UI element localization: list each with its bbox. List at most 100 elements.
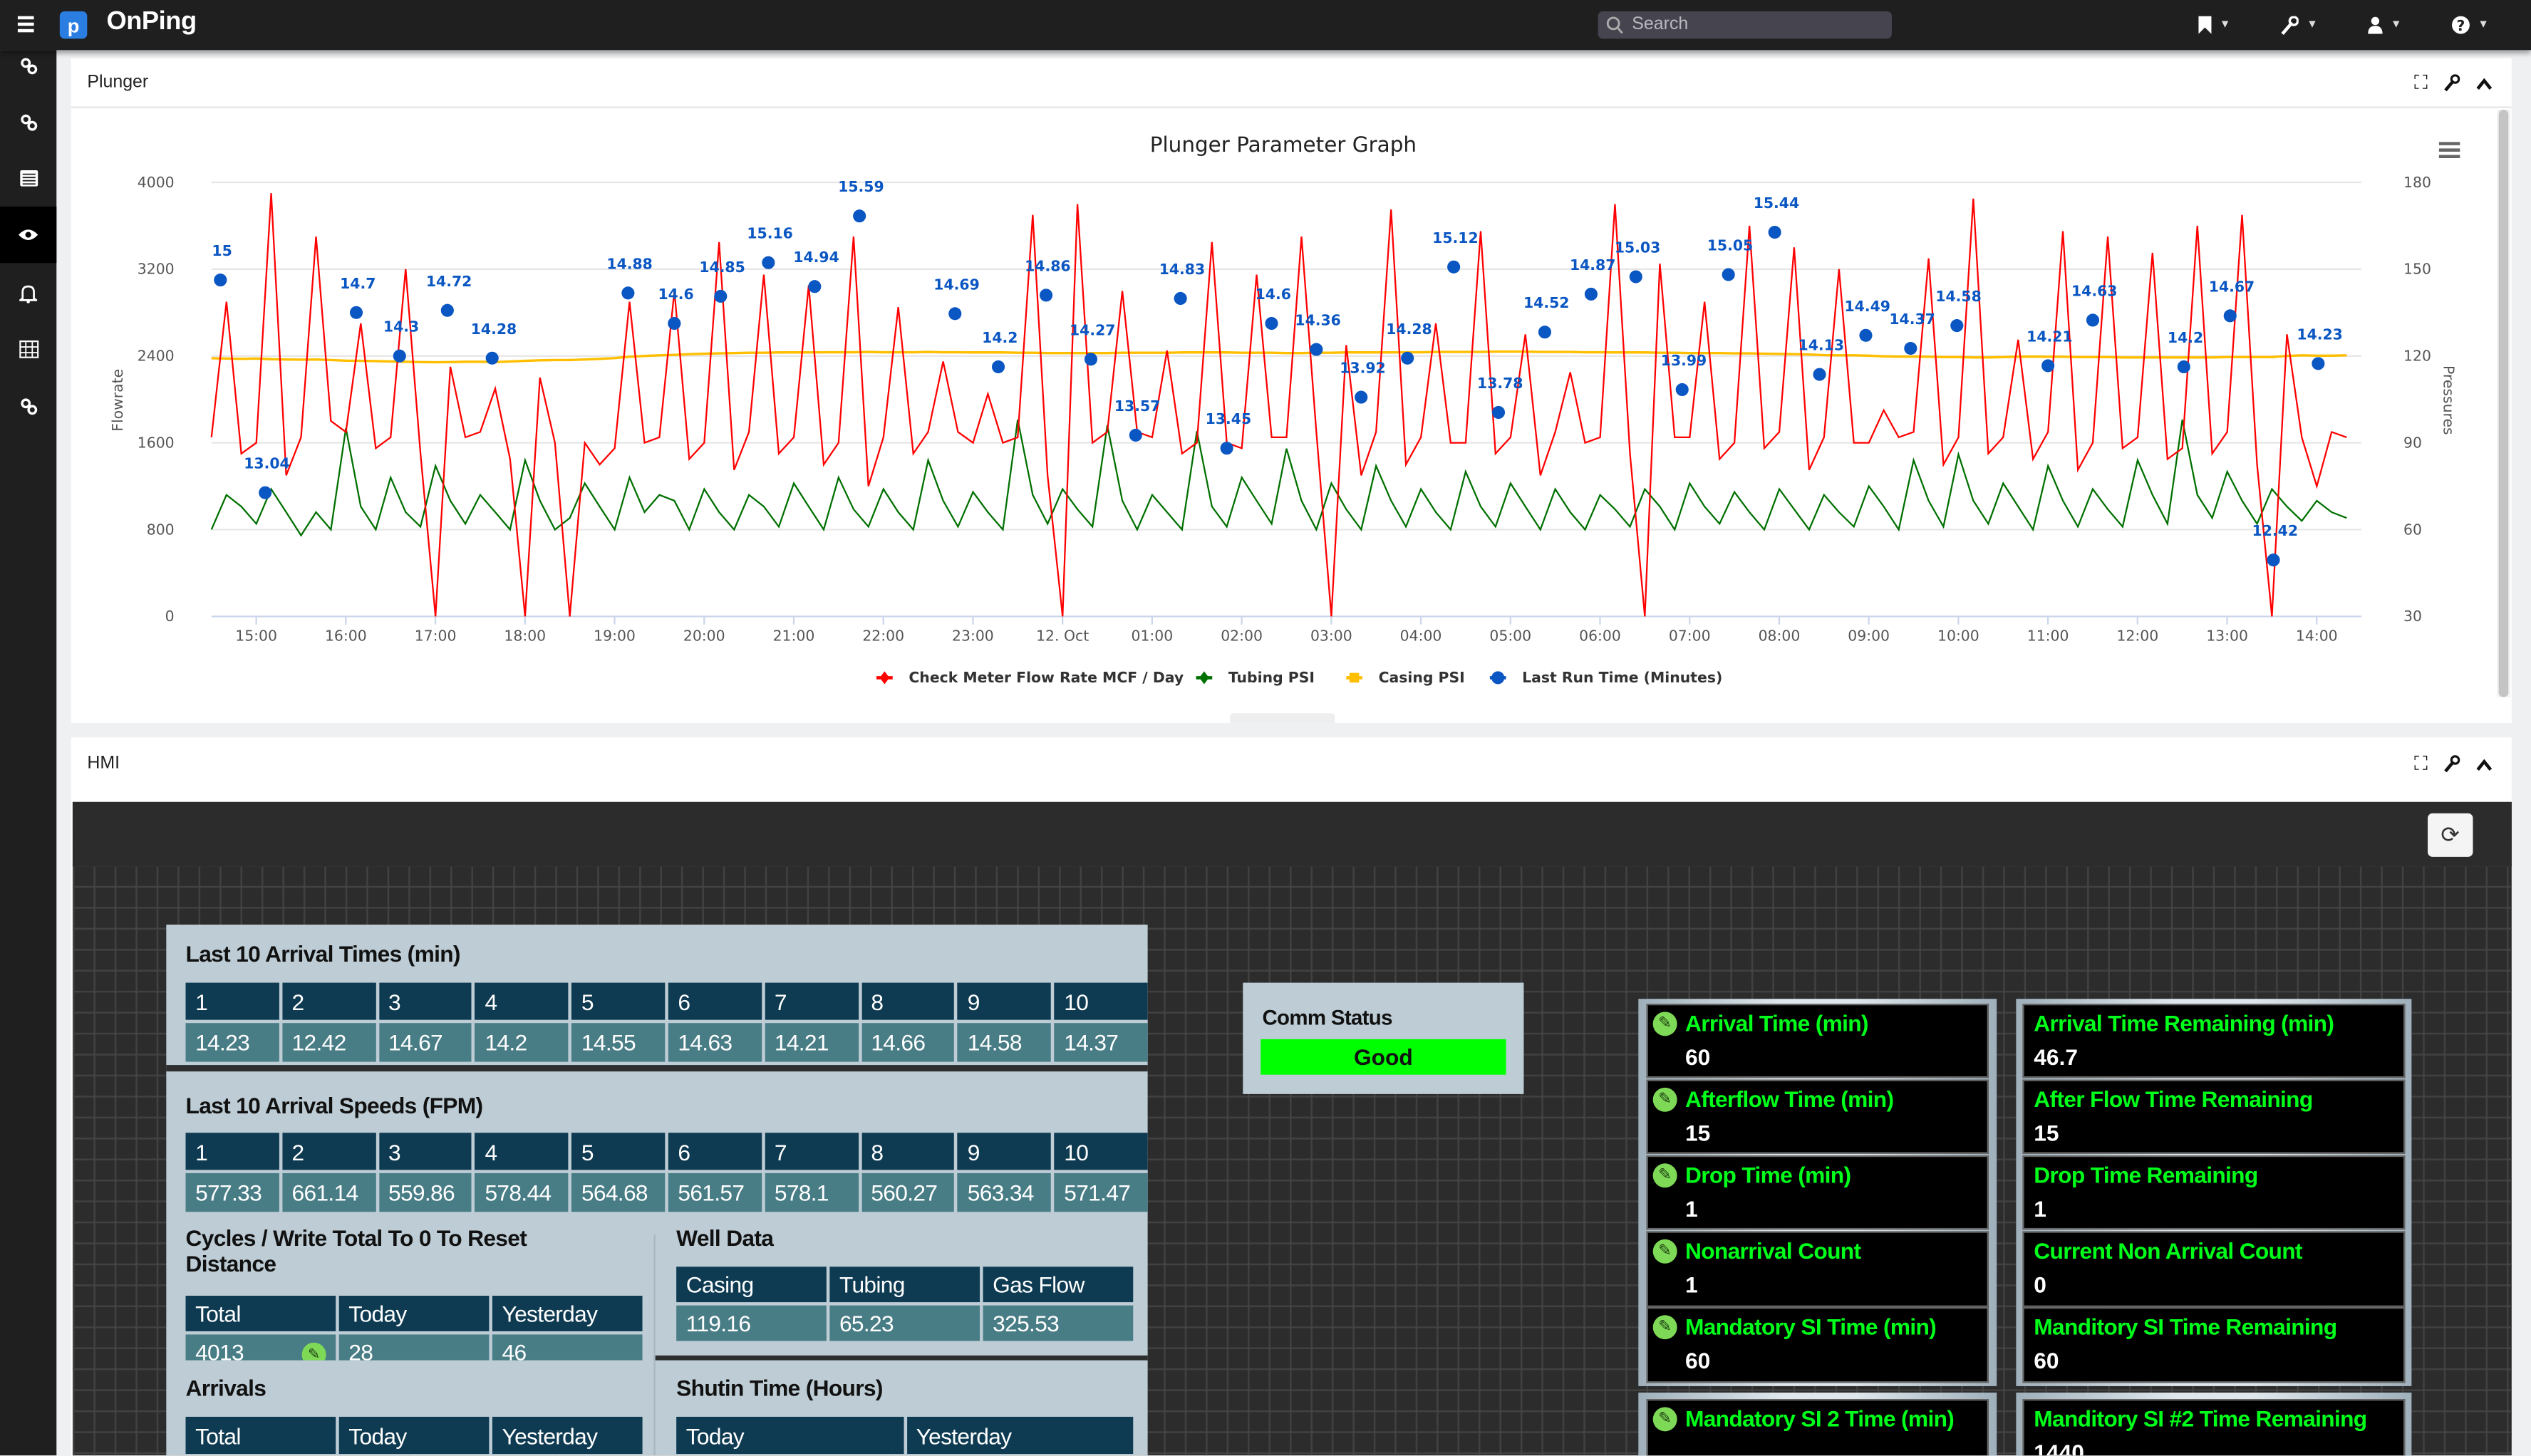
wrench-icon[interactable] [2444,755,2460,773]
table-header-cell: 6 [668,1133,762,1170]
run-time-point[interactable] [808,280,822,293]
run-time-data-label: 15.05 [1707,236,1753,254]
run-time-point[interactable] [1904,342,1917,355]
run-time-point[interactable] [1675,383,1689,397]
edit-pencil-icon[interactable]: ✎ [1652,1407,1677,1432]
run-time-data-label: 14.83 [1159,261,1205,278]
run-time-point[interactable] [393,349,406,363]
run-time-point[interactable] [1265,316,1278,331]
status-value: 15 [2034,1120,2059,1146]
setpoint-card[interactable]: ✎ Mandatory SI 2 Time (min) [1646,1399,1989,1456]
wrench-icon[interactable] [2444,74,2460,92]
hamburger-menu-icon[interactable] [16,13,36,43]
sidebar-item-alarms[interactable] [0,265,56,321]
run-time-point[interactable] [1220,442,1233,455]
run-time-point[interactable] [853,209,866,223]
setpoint-card[interactable]: ✎ Arrival Time (min) 60 [1646,1004,1989,1078]
scrollbar-thumb[interactable] [2498,110,2509,697]
legend-item[interactable]: Casing PSI [1346,669,1465,686]
sidebar-item-grid[interactable] [0,321,56,378]
run-time-point[interactable] [1768,225,1781,239]
edit-pencil-icon[interactable]: ✎ [1652,1087,1677,1112]
expand-icon[interactable]: ⛶ [2413,71,2428,94]
app-title[interactable]: OnPing [106,8,197,36]
run-time-point[interactable] [2041,359,2055,373]
collapse-chevron-up-icon[interactable] [2476,77,2493,90]
legend-item[interactable]: Check Meter Flow Rate MCF / Day [876,669,1184,686]
run-time-point[interactable] [948,307,962,321]
legend-item[interactable]: Tubing PSI [1196,669,1315,686]
run-time-point[interactable] [2177,360,2190,374]
link-icon [20,57,37,74]
run-time-point[interactable] [1084,353,1098,366]
setpoint-card[interactable]: ✎ Nonarrival Count 1 [1646,1231,1989,1307]
edit-pencil-icon[interactable]: ✎ [1652,1239,1677,1264]
run-time-point[interactable] [1491,405,1506,420]
bookmark-menu[interactable]: ▼ [2198,11,2231,39]
chart-menu-icon[interactable] [2438,142,2460,159]
run-time-point[interactable] [1813,368,1826,381]
sidebar-item-views[interactable] [0,206,57,264]
run-time-point[interactable] [2267,553,2280,567]
edit-pencil-icon[interactable]: ✎ [1652,1163,1677,1188]
run-time-point[interactable] [1310,343,1323,356]
scrollbar-track[interactable] [2497,110,2510,697]
run-time-point[interactable] [991,360,1005,374]
onping-logo[interactable]: p [59,11,88,39]
cycles-table: Total Today Yesterday 4013 28 46 [185,1296,643,1361]
run-time-point[interactable] [1401,351,1414,365]
run-time-point[interactable] [762,256,775,269]
run-time-point[interactable] [485,351,499,365]
legend-item[interactable]: Last Run Time (Minutes) [1489,669,1722,686]
table-value-cell: 14.23 [185,1023,279,1062]
help-menu[interactable]: ? ▼ [2452,11,2489,39]
run-time-point[interactable] [1950,319,1964,333]
run-time-point[interactable] [2223,309,2237,323]
run-time-point[interactable] [1447,260,1461,274]
run-time-point[interactable] [1629,270,1642,284]
run-time-point[interactable] [440,303,454,317]
run-time-point[interactable] [2086,313,2100,327]
user-menu[interactable]: ▼ [2368,11,2402,39]
edit-pencil-icon[interactable]: ✎ [1652,1315,1677,1340]
setpoint-card[interactable]: ✎ Mandatory SI Time (min) 60 [1646,1306,1989,1383]
run-time-point[interactable] [1584,287,1598,301]
run-time-point[interactable] [1129,428,1142,442]
run-time-point[interactable] [1538,326,1552,339]
edit-pencil-icon[interactable]: ✎ [1652,1012,1677,1036]
search-input[interactable]: Search [1598,11,1892,39]
run-time-point[interactable] [214,274,227,287]
sidebar-item-links-1[interactable] [0,37,56,93]
shutin-title: Shutin Time (Hours) [676,1375,883,1401]
table-value-cell: 12.42 [281,1023,376,1062]
run-time-point[interactable] [349,306,363,319]
run-time-point[interactable] [621,286,635,300]
refresh-button[interactable]: ⟳ [2428,813,2473,857]
y-axis-right-label: Pressures [2441,365,2458,435]
sidebar-item-links-2[interactable] [0,93,56,150]
setpoint-card[interactable]: ✎ Afterflow Time (min) 15 [1646,1079,1989,1154]
caret-down-icon: ▼ [2307,19,2318,31]
run-time-point[interactable] [668,316,681,331]
sidebar-item-table[interactable] [0,150,56,207]
edit-pencil-icon[interactable]: ✎ [301,1342,326,1361]
run-time-point[interactable] [1859,328,1873,342]
tools-menu[interactable]: ▼ [2281,11,2318,39]
run-time-point[interactable] [1040,288,1053,302]
run-time-point[interactable] [1174,291,1187,306]
collapse-chevron-up-icon[interactable] [2476,758,2493,771]
arrival-times-title: Last 10 Arrival Times (min) [185,940,461,967]
run-time-data-label: 14.13 [1798,337,1844,354]
run-time-point[interactable] [2312,357,2325,370]
run-time-point[interactable] [1722,268,1735,281]
legend-toggle-tab[interactable] [1230,713,1335,723]
run-time-point[interactable] [1355,390,1368,404]
status-card: Current Non Arrival Count 0 [2022,1231,2406,1307]
expand-icon[interactable]: ⛶ [2413,752,2428,775]
setpoint-card[interactable]: ✎ Drop Time (min) 1 [1646,1155,1989,1230]
sidebar-item-links-3[interactable] [0,378,56,434]
run-time-point[interactable] [714,289,728,303]
run-time-data-label: 14.6 [658,286,693,303]
run-time-point[interactable] [259,486,272,499]
comm-status-panel: Comm Status Good [1243,982,1524,1094]
